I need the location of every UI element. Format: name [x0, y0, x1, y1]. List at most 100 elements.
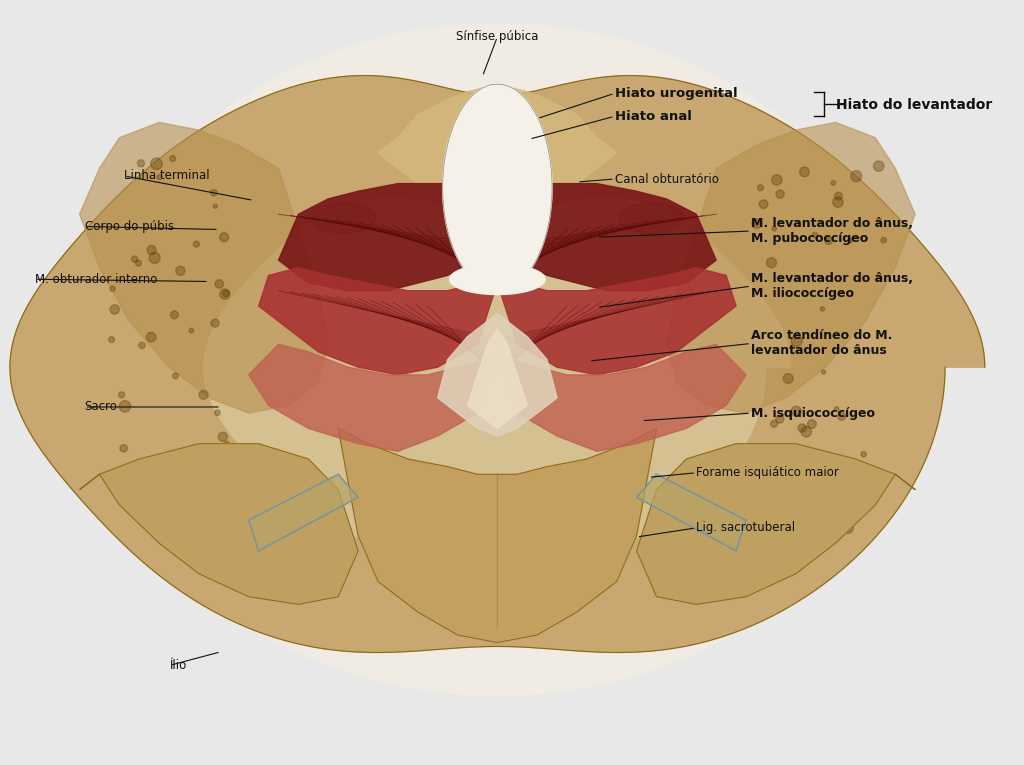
- Text: Linha terminal: Linha terminal: [124, 170, 210, 182]
- Ellipse shape: [150, 252, 160, 263]
- Ellipse shape: [830, 181, 836, 185]
- Ellipse shape: [147, 487, 159, 498]
- Ellipse shape: [771, 420, 777, 427]
- Ellipse shape: [146, 332, 156, 342]
- Ellipse shape: [211, 319, 219, 327]
- Polygon shape: [80, 122, 329, 413]
- Ellipse shape: [752, 219, 762, 229]
- Ellipse shape: [157, 174, 162, 180]
- Text: Arco tendíneo do M.
levantador do ânus: Arco tendíneo do M. levantador do ânus: [751, 330, 892, 357]
- Text: Hiato do levantador: Hiato do levantador: [836, 98, 992, 112]
- Ellipse shape: [873, 161, 884, 171]
- Ellipse shape: [137, 160, 144, 167]
- Ellipse shape: [120, 444, 127, 452]
- Ellipse shape: [135, 260, 141, 266]
- Ellipse shape: [801, 426, 812, 437]
- Polygon shape: [279, 184, 498, 291]
- Text: M. isquiococcígeo: M. isquiococcígeo: [751, 407, 876, 419]
- Ellipse shape: [833, 197, 843, 207]
- Text: Ílio: Ílio: [169, 659, 186, 672]
- Ellipse shape: [173, 373, 178, 379]
- Ellipse shape: [835, 192, 843, 200]
- Ellipse shape: [838, 412, 846, 420]
- Ellipse shape: [833, 468, 837, 473]
- Ellipse shape: [798, 424, 806, 432]
- Ellipse shape: [185, 529, 190, 535]
- Ellipse shape: [110, 286, 116, 291]
- Ellipse shape: [215, 280, 223, 288]
- Ellipse shape: [110, 304, 120, 314]
- Ellipse shape: [139, 342, 145, 349]
- Ellipse shape: [146, 246, 156, 255]
- Text: M. levantador do ânus,
M. iliococcígeo: M. levantador do ânus, M. iliococcígeo: [751, 272, 913, 300]
- Text: Lig. sacrotuberal: Lig. sacrotuberal: [696, 522, 796, 534]
- Ellipse shape: [89, 23, 905, 696]
- Ellipse shape: [792, 335, 802, 347]
- Ellipse shape: [109, 337, 115, 343]
- Polygon shape: [80, 444, 358, 604]
- Ellipse shape: [222, 290, 229, 297]
- Ellipse shape: [783, 373, 794, 383]
- Ellipse shape: [142, 517, 151, 526]
- Ellipse shape: [311, 203, 376, 233]
- Polygon shape: [204, 197, 791, 566]
- Text: Corpo do púbis: Corpo do púbis: [85, 220, 174, 233]
- Ellipse shape: [199, 390, 208, 399]
- Ellipse shape: [170, 155, 176, 161]
- Ellipse shape: [189, 328, 194, 333]
- Text: Sacro: Sacro: [85, 401, 118, 413]
- Polygon shape: [637, 444, 915, 604]
- Ellipse shape: [119, 392, 125, 398]
- Ellipse shape: [151, 158, 162, 170]
- Ellipse shape: [824, 236, 833, 245]
- Ellipse shape: [791, 493, 800, 503]
- Ellipse shape: [219, 289, 230, 299]
- Polygon shape: [249, 474, 358, 551]
- Polygon shape: [498, 344, 746, 451]
- Ellipse shape: [861, 451, 866, 457]
- Ellipse shape: [792, 406, 801, 416]
- Ellipse shape: [194, 241, 200, 247]
- Ellipse shape: [171, 513, 177, 519]
- Ellipse shape: [758, 184, 764, 190]
- Ellipse shape: [820, 307, 824, 311]
- Ellipse shape: [188, 464, 198, 474]
- Text: Forame isquiático maior: Forame isquiático maior: [696, 467, 840, 479]
- Ellipse shape: [775, 415, 783, 423]
- Ellipse shape: [193, 531, 198, 536]
- Ellipse shape: [772, 226, 776, 231]
- Ellipse shape: [213, 204, 217, 208]
- Polygon shape: [10, 76, 985, 653]
- Ellipse shape: [797, 486, 808, 496]
- Polygon shape: [437, 314, 557, 436]
- Polygon shape: [378, 84, 616, 199]
- Ellipse shape: [835, 407, 839, 411]
- Ellipse shape: [176, 266, 185, 275]
- Text: Hiato anal: Hiato anal: [614, 110, 691, 122]
- Ellipse shape: [800, 167, 809, 177]
- Polygon shape: [637, 474, 746, 551]
- Text: Hiato urogenital: Hiato urogenital: [614, 87, 737, 99]
- Ellipse shape: [809, 485, 817, 493]
- Text: Canal obturatório: Canal obturatório: [614, 173, 719, 185]
- Polygon shape: [259, 268, 498, 375]
- Ellipse shape: [830, 474, 836, 478]
- Ellipse shape: [620, 203, 684, 233]
- Polygon shape: [498, 184, 716, 291]
- Ellipse shape: [218, 432, 227, 441]
- Ellipse shape: [821, 369, 825, 374]
- Ellipse shape: [778, 515, 784, 522]
- Ellipse shape: [170, 311, 178, 319]
- Ellipse shape: [848, 238, 853, 243]
- Ellipse shape: [131, 256, 138, 262]
- Ellipse shape: [219, 233, 228, 242]
- Ellipse shape: [782, 503, 788, 509]
- Ellipse shape: [115, 468, 126, 479]
- Ellipse shape: [215, 410, 220, 415]
- Polygon shape: [442, 84, 552, 291]
- Ellipse shape: [765, 519, 774, 528]
- Polygon shape: [338, 428, 656, 643]
- Polygon shape: [667, 122, 915, 413]
- Polygon shape: [498, 268, 736, 375]
- Polygon shape: [249, 344, 498, 451]
